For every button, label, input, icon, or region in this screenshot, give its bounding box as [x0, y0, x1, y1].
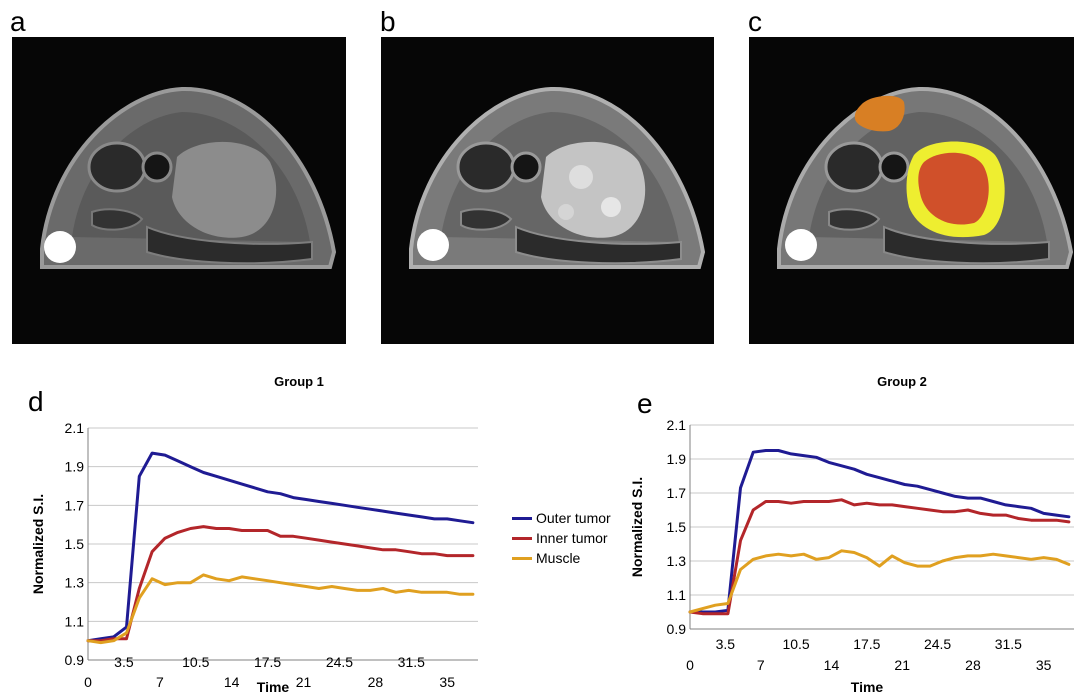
y-tick-label: 1.5 — [65, 536, 85, 552]
y-tick-label: 1.5 — [667, 519, 687, 535]
chart-legend: Outer tumor Inner tumor Muscle — [512, 508, 632, 568]
x-tick-label: 10.5 — [182, 654, 209, 670]
x-tick-label: 0 — [686, 657, 694, 673]
x-axis-title: Time — [851, 679, 884, 692]
y-tick-label: 1.9 — [667, 451, 687, 467]
y-tick-label: 0.9 — [65, 652, 85, 668]
legend-swatch-muscle — [512, 556, 532, 560]
series-line-muscle — [688, 549, 1071, 614]
legend-label-inner-tumor: Inner tumor — [536, 530, 608, 546]
series-line-inner-tumor — [86, 525, 475, 643]
x-tick-label: 0 — [84, 674, 92, 690]
x-tick-label: 31.5 — [995, 636, 1022, 652]
x-axis-title: Time — [257, 679, 290, 692]
y-tick-label: 1.7 — [65, 497, 85, 513]
muscle-region — [854, 95, 905, 132]
mri-scan-b — [409, 86, 706, 269]
x-tick-label: 21 — [296, 674, 312, 690]
series-line-muscle — [86, 573, 475, 645]
panel-letter-c: c — [748, 6, 762, 37]
x-tick-label: 35 — [439, 674, 455, 690]
x-tick-label: 3.5 — [114, 654, 134, 670]
x-tick-label: 28 — [965, 657, 981, 673]
mri-scan-a — [40, 86, 337, 269]
chart-group-2: Group 2 0.9 1.1 1.3 1.5 1.7 1.9 2.1 3.5 10.5 17.5 2… — [629, 374, 1074, 692]
reference-marker-a — [44, 231, 76, 263]
reference-marker-c — [785, 229, 817, 261]
x-tick-label: 17.5 — [254, 654, 281, 670]
series-line-outer-tumor — [688, 449, 1071, 614]
y-axis-title: Normalized S.I. — [30, 494, 46, 594]
x-tick-label: 17.5 — [853, 636, 880, 652]
x-tick-label: 3.5 — [716, 636, 736, 652]
x-tick-label: 14 — [224, 674, 240, 690]
legend-swatch-outer-tumor — [512, 516, 532, 520]
x-tick-label: 31.5 — [398, 654, 425, 670]
y-tick-label: 0.9 — [667, 621, 687, 637]
chart-group-1: Group 1 0.9 1.1 1.3 1.5 1.7 1.9 2.1 3.5 10.5 17.5 2… — [30, 374, 478, 692]
mri-image-a — [12, 37, 346, 344]
y-axis-title: Normalized S.I. — [629, 477, 645, 577]
x-tick-label: 21 — [894, 657, 910, 673]
series-line-inner-tumor — [688, 498, 1071, 616]
chart-title: Group 1 — [274, 374, 324, 389]
x-tick-label: 24.5 — [924, 636, 951, 652]
x-tick-label: 10.5 — [782, 636, 809, 652]
legend-item-muscle: Muscle — [512, 548, 632, 568]
mri-image-c — [749, 37, 1074, 344]
y-tick-label: 1.9 — [65, 459, 85, 475]
legend-item-inner-tumor: Inner tumor — [512, 528, 632, 548]
y-tick-label: 1.1 — [65, 613, 85, 629]
y-tick-label: 2.1 — [667, 417, 687, 433]
x-tick-label: 7 — [757, 657, 765, 673]
x-tick-label: 35 — [1036, 657, 1052, 673]
y-tick-label: 1.3 — [65, 575, 85, 591]
x-tick-label: 7 — [156, 674, 164, 690]
panel-letter-b: b — [380, 6, 396, 37]
x-tick-label: 14 — [824, 657, 840, 673]
legend-label-muscle: Muscle — [536, 550, 581, 566]
legend-label-outer-tumor: Outer tumor — [536, 510, 611, 526]
legend-item-outer-tumor: Outer tumor — [512, 508, 632, 528]
chart-title: Group 2 — [877, 374, 927, 389]
y-tick-label: 2.1 — [65, 420, 85, 436]
panel-letter-e: e — [637, 388, 653, 419]
legend-swatch-inner-tumor — [512, 536, 532, 540]
reference-marker-b — [417, 229, 449, 261]
mri-image-b — [381, 37, 714, 344]
y-tick-label: 1.7 — [667, 485, 687, 501]
panel-letter-d: d — [28, 386, 44, 417]
y-tick-label: 1.3 — [667, 553, 687, 569]
y-tick-label: 1.1 — [667, 587, 687, 603]
x-tick-label: 28 — [368, 674, 384, 690]
mri-scan-c — [777, 86, 1074, 269]
x-tick-label: 24.5 — [326, 654, 353, 670]
series-line-outer-tumor — [86, 451, 475, 643]
panel-letter-a: a — [10, 6, 26, 37]
inner-tumor-region — [918, 152, 989, 225]
